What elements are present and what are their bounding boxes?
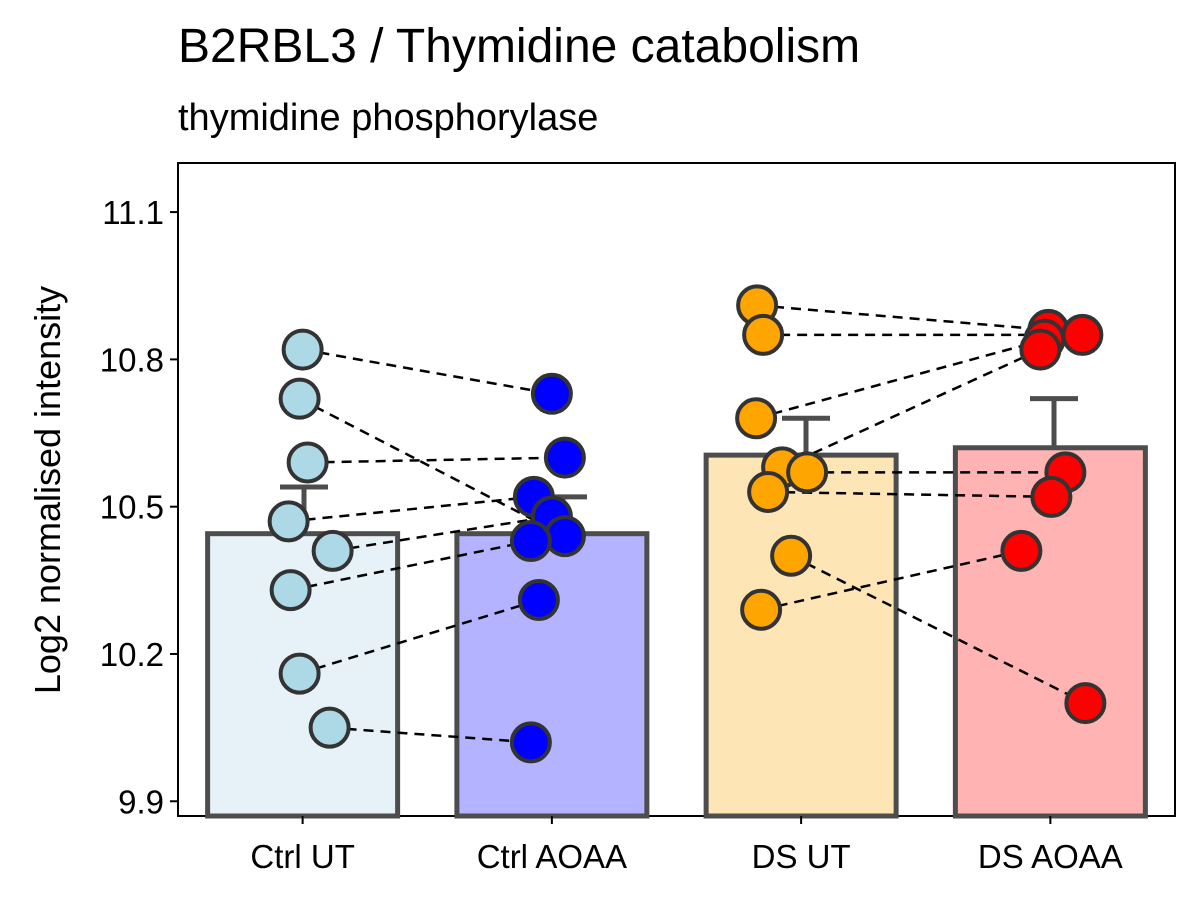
point-2-4: [786, 451, 829, 494]
point-2-5: [747, 470, 790, 513]
paired-line-13: [768, 490, 1052, 499]
point-1-6: [517, 578, 560, 621]
y-tick-label-2: 10.5: [100, 489, 164, 526]
point-1-0: [530, 372, 573, 415]
x-tick-label-3: DS AOAA: [978, 838, 1123, 875]
point-0-2: [286, 441, 329, 484]
x-tick-label-2: DS UT: [752, 838, 851, 875]
point-3-7: [1064, 682, 1107, 725]
y-tick-label-4: 11.1: [102, 194, 164, 231]
paired-line-3: [288, 495, 534, 523]
paired-line-6: [299, 598, 540, 675]
paired-line-2: [307, 456, 565, 464]
chart-title: B2RBL3 / Thymidine catabolism: [178, 20, 860, 73]
bar-2: [703, 452, 899, 819]
point-3-5: [1030, 475, 1073, 518]
paired-line-4: [332, 515, 553, 553]
point-1-1: [543, 436, 586, 479]
x-axis: Ctrl UT Ctrl AOAA DS UT DS AOAA: [250, 816, 1123, 875]
y-tick-label-0: 9.9: [118, 783, 164, 820]
points-layer: [267, 284, 1107, 764]
point-2-1: [742, 313, 785, 356]
paired-line-14: [790, 554, 1086, 705]
point-1-7: [509, 721, 552, 764]
point-2-7: [740, 588, 783, 631]
x-tick-label-1: Ctrl AOAA: [477, 838, 627, 875]
point-0-3: [267, 500, 310, 543]
point-0-6: [278, 652, 321, 695]
point-0-4: [311, 529, 354, 572]
point-0-1: [278, 377, 321, 420]
chart-subtitle: thymidine phosphorylase: [178, 97, 598, 139]
point-3-6: [1000, 529, 1043, 572]
paired-line-0: [302, 348, 553, 395]
point-2-6: [770, 534, 813, 577]
bar-1: [454, 531, 650, 819]
x-tick-label-0: Ctrl UT: [250, 838, 354, 875]
point-1-5: [509, 520, 552, 563]
point-3-3: [1019, 328, 1062, 371]
point-0-7: [308, 706, 351, 749]
paired-line-11: [781, 348, 1041, 469]
point-2-2: [735, 397, 778, 440]
paired-line-5: [290, 539, 532, 592]
point-0-5: [269, 569, 312, 612]
paired-line-15: [760, 549, 1022, 612]
paired-lines-layer: [288, 304, 1086, 744]
paired-line-8: [757, 304, 1049, 332]
point-1-4: [543, 515, 586, 558]
y-axis-title: Log2 normalised intensity: [27, 286, 68, 694]
y-tick-label-1: 10.2: [100, 636, 164, 673]
y-tick-label-3: 10.8: [100, 341, 164, 378]
point-0-0: [281, 328, 324, 371]
point-3-1: [1061, 313, 1104, 356]
y-axis: 9.9 10.2 10.5 10.8 11.1: [100, 194, 178, 820]
